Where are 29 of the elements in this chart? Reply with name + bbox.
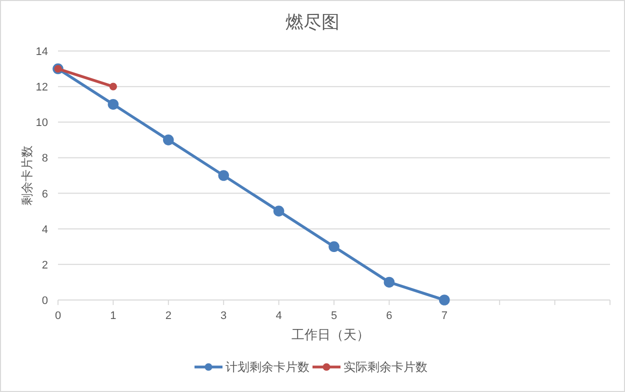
point	[439, 294, 450, 306]
y-tick-label: 10	[36, 117, 48, 130]
y-tick-label: 14	[36, 46, 48, 58]
x-tick-label: 1	[110, 310, 116, 322]
chart-title: 燃尽图	[286, 12, 340, 32]
x-tick-label: 2	[165, 310, 172, 322]
point	[328, 241, 340, 252]
point	[273, 206, 284, 216]
point	[218, 170, 229, 181]
x-tick-label: 3	[220, 310, 227, 322]
legend-label: 实际剩余卡片数	[344, 360, 428, 374]
y-tick-label: 12	[36, 82, 48, 94]
x-tick-label: 6	[386, 310, 392, 322]
x-tick-label: 5	[330, 310, 338, 322]
point	[163, 134, 174, 146]
x-tick-label: 4	[276, 310, 282, 322]
legend-label: 计划剩余卡片数	[226, 360, 310, 374]
point	[384, 276, 395, 288]
point	[109, 82, 117, 90]
point	[108, 98, 119, 110]
x-axis-title: 工作日（天）	[292, 327, 370, 342]
y-tick-label: 8	[42, 152, 48, 165]
y-tick-label: 2	[42, 259, 48, 272]
y-tick-label: 4	[42, 224, 48, 236]
y-tick-label: 0	[42, 295, 48, 307]
x-tick-label: 0	[54, 310, 62, 322]
y-axis-title: 剩余卡片数	[20, 146, 34, 206]
y-tick-label: 6	[42, 188, 48, 200]
x-tick-label: 7	[441, 310, 448, 322]
